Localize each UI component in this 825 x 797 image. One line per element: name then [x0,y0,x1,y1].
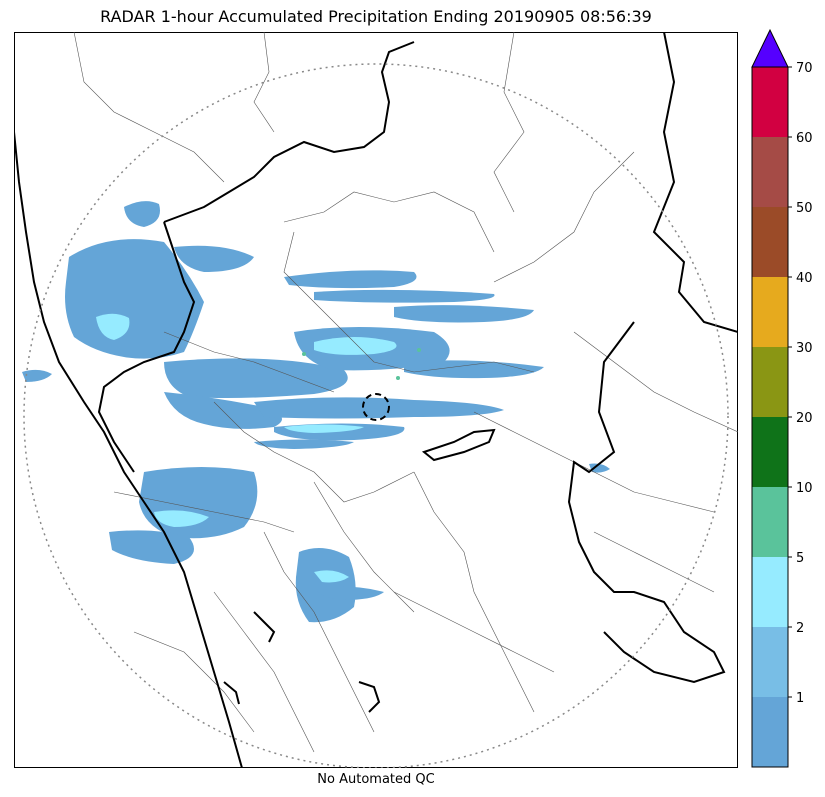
radar-site-marker [362,393,390,421]
colorbar-swatch [752,627,788,697]
coastline [14,131,243,768]
qc-label: No Automated QC [317,772,435,787]
colorbar-swatch [752,277,788,347]
echo-south-band [314,586,384,600]
border-east [652,32,738,333]
colorbar-tick-label: 2 [796,621,804,636]
echo-core-center [314,337,397,355]
colorbar-tick-label: 5 [796,551,804,566]
colorbar-tick-label: 60 [796,131,813,146]
coast-island-1 [253,611,276,643]
border-east-south [567,321,726,684]
echo-north-band-1 [174,245,254,272]
border-central [97,221,196,473]
echo-core-west [96,313,130,340]
echo-east-band [404,360,544,379]
colorbar-swatch [752,347,788,417]
colorbar-tick-label: 40 [796,271,813,286]
border-sea-inlet [421,428,496,462]
colorbar-swatch [752,137,788,207]
radar-map [14,32,738,768]
echo-northeast-band-2 [314,289,495,303]
coast-island-3 [223,681,240,705]
border-north [163,41,415,223]
echo-core-south [314,570,349,583]
colorbar-swatch [752,417,788,487]
echo-east-small [589,463,610,473]
echo-central-band-3 [254,397,504,419]
colorbar-tick-label: 10 [796,481,813,496]
colorbar-swatch [752,697,788,767]
echo-central-band-1 [164,358,348,398]
coast-island-2 [358,681,381,713]
colorbar-tick-label: 30 [796,341,813,356]
state-borders [14,32,738,768]
colorbar: 1 2 5 10 20 30 40 50 60 70 [750,28,825,770]
echo-core-southwest [154,510,209,527]
colorbar-swatch [752,67,788,137]
echo-cell-3 [417,348,421,352]
colorbar-tick-label: 70 [796,61,813,76]
echo-northeast-band-1 [284,270,417,289]
colorbar-tick-label: 1 [796,691,804,706]
echo-southwest-1 [139,467,258,539]
colorbar-swatch [752,487,788,557]
echo-west-small [22,369,52,382]
echo-central-band-2 [164,392,282,429]
district-borders [73,32,738,753]
chart-title: RADAR 1-hour Accumulated Precipitation E… [100,7,652,26]
echo-south-blob [295,548,356,623]
echo-north-blob [124,201,160,227]
colorbar-swatch [752,207,788,277]
colorbar-tick-label: 20 [796,411,813,426]
echo-northeast-band-3 [394,305,534,323]
colorbar-swatch [752,557,788,627]
echo-cell-2 [396,376,400,380]
echo-southwest-2 [109,530,194,564]
echo-core-band [284,424,364,433]
range-ring [23,63,729,768]
echo-central-thin [254,439,354,449]
echo-cell-1 [302,352,306,356]
colorbar-tick-label: 50 [796,201,813,216]
precip-heavy [302,348,421,380]
colorbar-extend-arrow [751,28,789,68]
precip-moderate [96,313,397,583]
